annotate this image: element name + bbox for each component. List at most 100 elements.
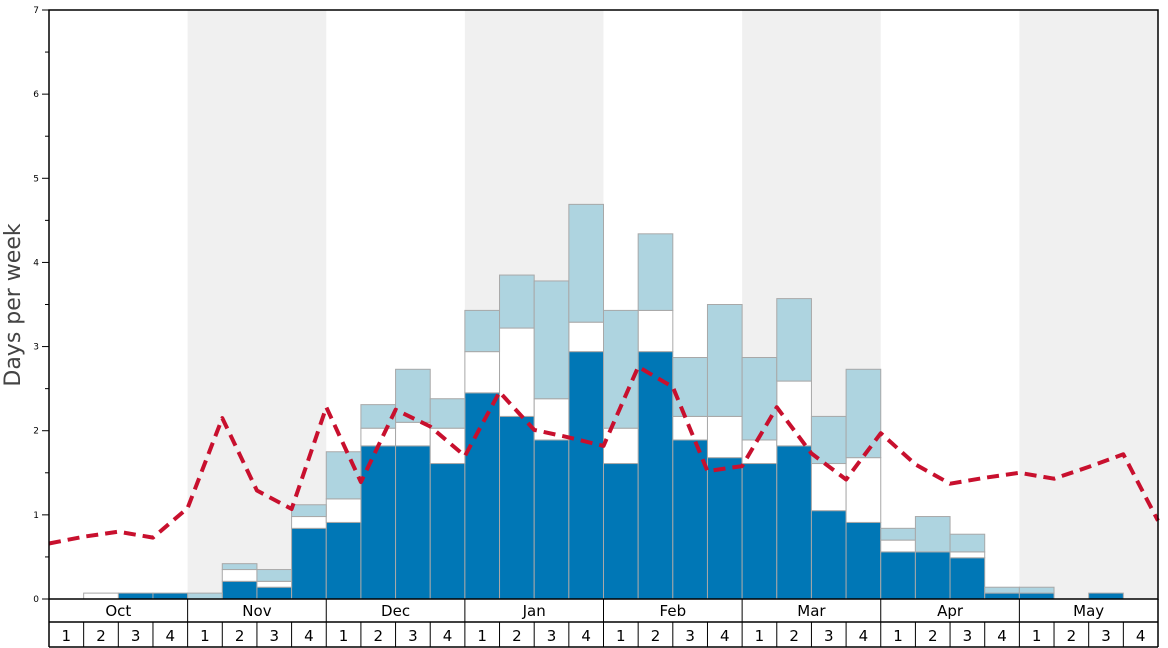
bar-dark-week-12 xyxy=(429,463,466,600)
bar-dark-week-26 xyxy=(914,551,951,600)
week-label: 1 xyxy=(893,627,903,645)
month-label-nov: Nov xyxy=(242,602,271,620)
bar-dark-week-21 xyxy=(741,463,778,600)
bar-dark-week-23 xyxy=(810,510,847,600)
bar-dark-week-16 xyxy=(568,351,604,600)
week-label: 3 xyxy=(408,627,418,645)
y-tick-label: 5 xyxy=(33,174,39,184)
bar-light-week-25 xyxy=(880,527,916,541)
y-tick-label: 6 xyxy=(33,90,39,100)
bar-light-week-20 xyxy=(706,304,743,417)
bar-dark-week-11 xyxy=(395,445,431,600)
bar-light-week-12 xyxy=(429,398,466,429)
month-label-oct: Oct xyxy=(105,602,131,620)
bar-white-week-17 xyxy=(603,427,639,465)
month-shade-nov xyxy=(187,10,327,599)
week-label: 4 xyxy=(997,627,1007,645)
bar-white-week-7 xyxy=(256,580,293,588)
bar-dark-week-10 xyxy=(360,445,397,600)
bar-light-week-8 xyxy=(291,504,327,518)
bar-white-week-24 xyxy=(845,457,882,523)
bar-light-week-13 xyxy=(464,309,501,353)
bar-white-week-8 xyxy=(291,516,327,529)
week-label: 4 xyxy=(166,627,176,645)
week-label: 1 xyxy=(62,627,72,645)
month-label-feb: Feb xyxy=(660,602,687,620)
bar-light-week-15 xyxy=(533,280,570,400)
week-label: 2 xyxy=(928,627,938,645)
week-label: 2 xyxy=(651,627,661,645)
week-label: 2 xyxy=(235,627,245,645)
bar-light-week-28 xyxy=(984,586,1020,594)
bar-dark-week-15 xyxy=(533,439,570,600)
week-label: 4 xyxy=(443,627,453,645)
y-tick-label: 3 xyxy=(33,343,39,353)
trend-line xyxy=(48,364,1160,546)
week-label: 3 xyxy=(269,627,279,645)
bar-dark-week-17 xyxy=(603,463,639,600)
bar-white-week-14 xyxy=(499,327,535,417)
trend-line-layer xyxy=(48,364,1160,546)
bar-light-week-5 xyxy=(187,592,223,600)
bar-white-week-27 xyxy=(949,551,986,559)
bar-light-week-29 xyxy=(1018,586,1055,594)
axes-layer: 0 1 2 3 4 5 6 7 Oct Nov Dec Jan Feb Mar Apr May 1 2 3 4 1 2 3 4… xyxy=(33,6,1159,648)
bar-light-week-18 xyxy=(637,233,674,311)
week-label: 2 xyxy=(96,627,106,645)
bar-light-week-27 xyxy=(949,533,986,553)
week-label: 4 xyxy=(304,627,314,645)
bar-white-week-12 xyxy=(429,427,466,465)
bar-light-week-26 xyxy=(914,516,951,553)
bar-dark-week-24 xyxy=(845,521,882,600)
y-tick-label: 7 xyxy=(33,6,39,16)
bar-dark-week-20 xyxy=(706,457,743,600)
stacked-bars-layer xyxy=(83,203,1124,600)
bar-light-week-14 xyxy=(499,274,535,329)
week-label: 1 xyxy=(477,627,487,645)
bar-white-week-6 xyxy=(221,569,258,582)
bar-dark-week-28 xyxy=(984,592,1020,600)
bar-dark-week-19 xyxy=(672,439,708,600)
bar-light-week-22 xyxy=(776,298,812,382)
week-label: 2 xyxy=(373,627,383,645)
bar-light-week-21 xyxy=(741,357,778,441)
bar-light-week-7 xyxy=(256,569,293,582)
week-label: 4 xyxy=(581,627,591,645)
y-tick-label: 2 xyxy=(33,427,39,437)
bar-dark-week-4 xyxy=(152,592,189,600)
week-label: 1 xyxy=(1032,627,1042,645)
week-label: 1 xyxy=(200,627,210,645)
bar-white-week-20 xyxy=(706,415,743,459)
week-label: 3 xyxy=(963,627,973,645)
bar-dark-week-9 xyxy=(325,521,362,600)
bar-white-week-13 xyxy=(464,351,501,394)
y-axis-label: Days per week xyxy=(1,223,26,386)
y-tick-label: 4 xyxy=(33,258,39,268)
y-tick-label: 0 xyxy=(33,595,39,605)
bar-light-week-9 xyxy=(325,451,362,500)
bar-dark-week-25 xyxy=(880,551,916,600)
week-label: 4 xyxy=(720,627,730,645)
bar-white-week-18 xyxy=(637,309,674,353)
week-label: 1 xyxy=(616,627,626,645)
bar-dark-week-22 xyxy=(776,445,812,600)
bar-white-week-25 xyxy=(880,539,916,553)
bar-dark-week-18 xyxy=(637,351,674,600)
bar-white-week-2 xyxy=(83,592,119,600)
week-label: 1 xyxy=(755,627,765,645)
week-label: 3 xyxy=(824,627,834,645)
month-label-dec: Dec xyxy=(381,602,410,620)
week-label: 3 xyxy=(131,627,141,645)
bar-white-week-9 xyxy=(325,498,362,523)
bar-dark-week-27 xyxy=(949,557,986,600)
bar-dark-week-13 xyxy=(464,392,501,600)
bar-dark-week-7 xyxy=(256,586,293,600)
bar-dark-week-29 xyxy=(1018,592,1055,600)
week-label: 3 xyxy=(1101,627,1111,645)
month-label-mar: Mar xyxy=(797,602,826,620)
bar-dark-week-6 xyxy=(221,580,258,600)
bar-light-week-6 xyxy=(221,563,258,571)
month-label-apr: Apr xyxy=(937,602,964,620)
y-tick-label: 1 xyxy=(33,511,39,521)
